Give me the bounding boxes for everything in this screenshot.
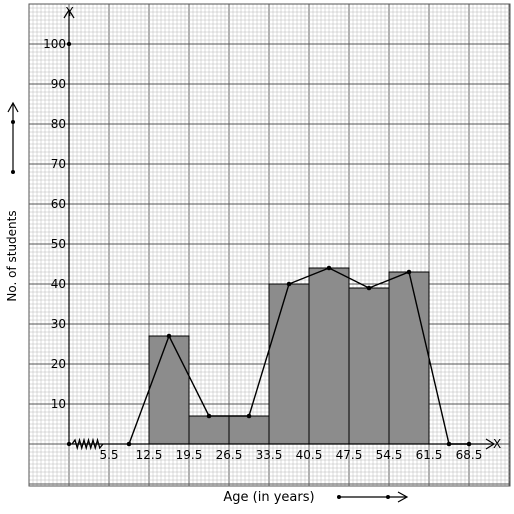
x-axis-letter: X xyxy=(493,437,501,451)
y-direction-dot xyxy=(11,170,15,174)
x-tick-label: 19.5 xyxy=(176,448,203,462)
polygon-point xyxy=(206,413,212,419)
polygon-line xyxy=(128,267,469,445)
y-tick-label: 30 xyxy=(51,317,66,331)
x-tick-label: 33.5 xyxy=(256,448,283,462)
y-direction-arrowhead xyxy=(7,101,19,113)
x-direction-arrowhead xyxy=(397,491,409,503)
polygon-point xyxy=(246,413,252,419)
polygon-point xyxy=(446,441,452,447)
x-axis-label: Age (in years) xyxy=(223,490,314,505)
x-direction-dot xyxy=(386,495,390,499)
polygon-point xyxy=(286,281,292,287)
histogram-bar xyxy=(348,287,390,445)
grid-border xyxy=(28,3,511,487)
y-tick-label: 20 xyxy=(51,357,66,371)
y-axis-arrowhead xyxy=(63,8,75,19)
polygon-point xyxy=(366,285,372,291)
y-tick-label: 90 xyxy=(51,77,66,91)
x-tick-label: 12.5 xyxy=(136,448,163,462)
x-tick-label: 54.5 xyxy=(376,448,403,462)
polygon-point xyxy=(166,333,172,339)
direction-arrows xyxy=(7,101,409,503)
frequency-polygon xyxy=(126,265,472,447)
polygon-point xyxy=(406,269,412,275)
x-tick-label: 40.5 xyxy=(296,448,323,462)
x-tick-label: 5.5 xyxy=(99,448,118,462)
polygon-point xyxy=(126,441,132,447)
x-tick-label: 47.5 xyxy=(336,448,363,462)
y-tick-label: 50 xyxy=(51,237,66,251)
y-tick-label: 100 xyxy=(43,37,66,51)
polygon-point xyxy=(326,265,332,271)
histogram-bar xyxy=(388,271,430,445)
origin-dot xyxy=(66,441,72,447)
histogram-bar xyxy=(228,415,270,445)
y-tick-label: 40 xyxy=(51,277,66,291)
histogram-bar xyxy=(308,267,350,445)
x-axis-arrowhead xyxy=(485,438,496,450)
x-tick-label: 68.5 xyxy=(456,448,483,462)
x-tick-label: 61.5 xyxy=(416,448,443,462)
y-tick-label: 80 xyxy=(51,117,66,131)
axis-break-zigzag xyxy=(71,437,104,451)
histogram-bar xyxy=(148,335,190,445)
y-top-dot xyxy=(66,41,72,47)
y-tick-label: 60 xyxy=(51,197,66,211)
y-tick-label: 10 xyxy=(51,397,66,411)
y-tick-label: 70 xyxy=(51,157,66,171)
polygon-point xyxy=(466,441,472,447)
x-direction-dot xyxy=(337,495,341,499)
histogram-bar xyxy=(188,415,230,445)
axes xyxy=(63,8,496,451)
histogram-bar xyxy=(268,283,310,445)
labels: No. of students Age (in years) X Y 10 20 3… xyxy=(5,5,501,505)
y-direction-dot xyxy=(11,120,15,124)
y-axis-letter: Y xyxy=(65,5,74,19)
y-axis-label: No. of students xyxy=(5,210,19,301)
x-tick-label: 26.5 xyxy=(216,448,243,462)
